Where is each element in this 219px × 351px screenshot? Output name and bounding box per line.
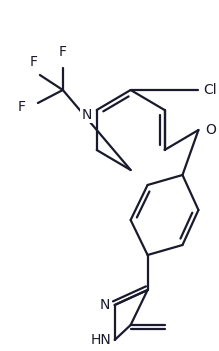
Text: F: F: [30, 55, 38, 69]
Text: F: F: [18, 100, 26, 114]
Text: N: N: [99, 298, 110, 312]
Text: N: N: [81, 108, 92, 122]
Text: HN: HN: [90, 333, 111, 347]
Text: O: O: [205, 123, 216, 137]
Text: Cl: Cl: [204, 83, 217, 97]
Text: F: F: [59, 45, 67, 59]
